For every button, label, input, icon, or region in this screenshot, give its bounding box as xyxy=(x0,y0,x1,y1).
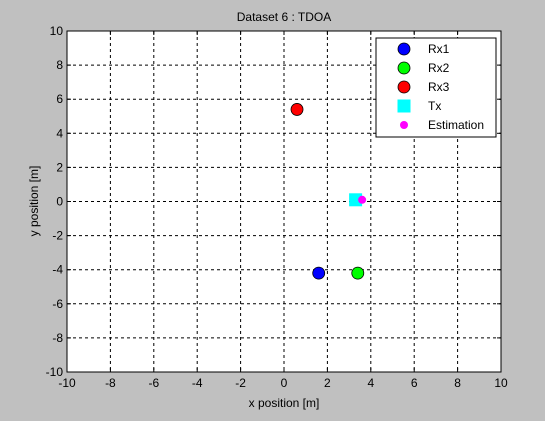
x-axis-label: x position [m] xyxy=(249,396,320,410)
marker-estimation xyxy=(358,196,366,204)
legend-marker-rx2 xyxy=(398,62,410,74)
y-tick-label: 6 xyxy=(56,92,63,106)
y-tick-label: -6 xyxy=(52,297,63,311)
y-axis-label: y position [m] xyxy=(27,166,41,237)
legend-label-tx: Tx xyxy=(428,99,441,113)
x-tick-label: 8 xyxy=(454,376,461,390)
x-tick-label: -6 xyxy=(148,376,159,390)
marker-rx3 xyxy=(291,103,303,115)
x-tick-label: 6 xyxy=(411,376,418,390)
x-tick-label: -2 xyxy=(235,376,246,390)
legend-label-rx3: Rx3 xyxy=(428,80,450,94)
x-tick-label: 4 xyxy=(367,376,374,390)
legend-label-rx2: Rx2 xyxy=(428,61,450,75)
y-tick-label: -10 xyxy=(46,365,64,379)
y-tick-label: 4 xyxy=(56,126,63,140)
x-tick-label: -8 xyxy=(105,376,116,390)
y-tick-label: 10 xyxy=(50,24,64,38)
marker-rx1 xyxy=(313,267,325,279)
y-tick-label: 8 xyxy=(56,58,63,72)
chart-title: Dataset 6 : TDOA xyxy=(237,10,331,24)
legend-marker-tx xyxy=(398,100,411,113)
legend-marker-estimation xyxy=(400,121,408,129)
y-tick-label: 0 xyxy=(56,195,63,209)
x-tick-label: 0 xyxy=(281,376,288,390)
y-tick-label: -2 xyxy=(52,229,63,243)
y-tick-label: 2 xyxy=(56,160,63,174)
x-tick-label: -4 xyxy=(192,376,203,390)
y-tick-label: -4 xyxy=(52,263,63,277)
legend-marker-rx3 xyxy=(398,81,410,93)
legend: Rx1 Rx2 Rx3 Tx Estimation xyxy=(376,38,496,137)
marker-rx2 xyxy=(352,267,364,279)
legend-label-estimation: Estimation xyxy=(428,118,484,132)
y-tick-label: -8 xyxy=(52,331,63,345)
x-tick-label: 2 xyxy=(324,376,331,390)
x-tick-label: 10 xyxy=(494,376,508,390)
legend-marker-rx1 xyxy=(398,43,410,55)
legend-label-rx1: Rx1 xyxy=(428,42,450,56)
